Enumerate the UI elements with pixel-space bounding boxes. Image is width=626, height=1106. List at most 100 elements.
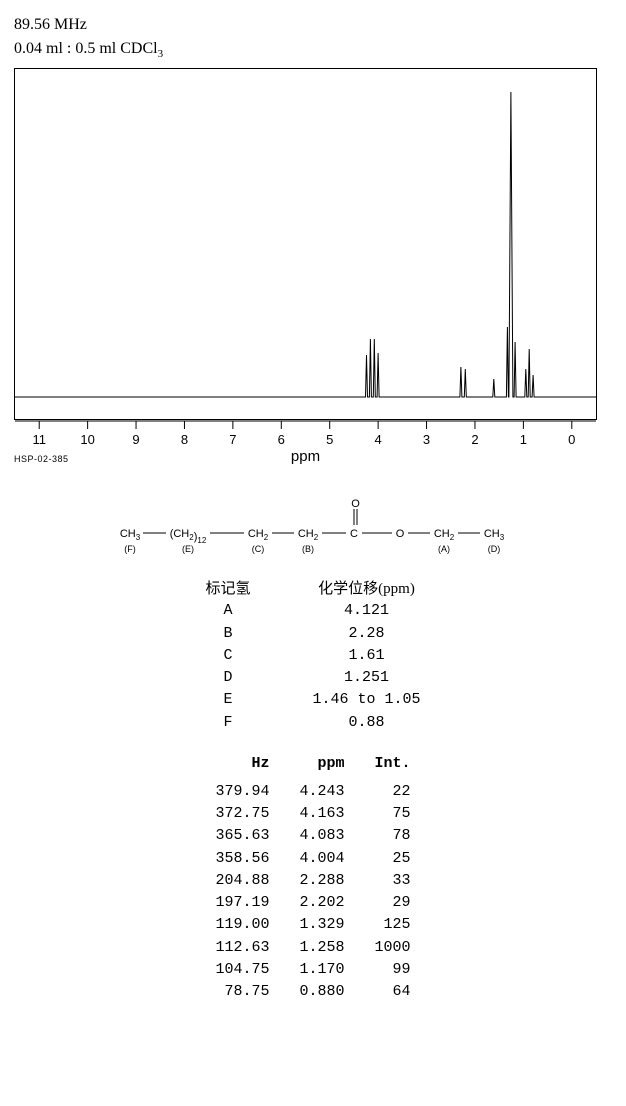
assignment-row: F0.88 (175, 713, 450, 733)
peaks-cell: 104.75 (201, 960, 283, 980)
svg-text:3: 3 (423, 432, 430, 447)
svg-text:(F): (F) (124, 544, 136, 554)
peaks-cell: 379.94 (201, 782, 283, 802)
peaks-cell: 204.88 (201, 871, 283, 891)
peaks-cell: 2.202 (285, 893, 358, 913)
svg-text:5: 5 (326, 432, 333, 447)
svg-text:0: 0 (568, 432, 575, 447)
x-axis-svg: 11109876543210 (14, 420, 597, 454)
peaks-col-header: ppm (285, 755, 358, 780)
svg-text:6: 6 (278, 432, 285, 447)
peaks-cell: 22 (361, 782, 425, 802)
svg-text:(B): (B) (302, 544, 314, 554)
svg-text:(A): (A) (438, 544, 450, 554)
spectrum-svg (15, 69, 596, 419)
peaks-row: 104.751.17099 (201, 960, 424, 980)
assignment-cell: B (175, 624, 280, 644)
peaks-col-header: Hz (201, 755, 283, 780)
peaks-col-header: Int. (361, 755, 425, 780)
assignment-cell: 0.88 (282, 713, 450, 733)
assignment-row: C1.61 (175, 646, 450, 666)
solvent-line: 0.04 ml : 0.5 ml CDCl3 (14, 40, 612, 60)
assignment-cell: 1.46 to 1.05 (282, 690, 450, 710)
peaks-cell: 2.288 (285, 871, 358, 891)
peaks-row: 78.750.88064 (201, 982, 424, 1002)
peaks-row: 112.631.2581000 (201, 938, 424, 958)
assignment-cell: 1.251 (282, 668, 450, 688)
assignment-cell: E (175, 690, 280, 710)
x-axis: 11109876543210 (14, 420, 597, 454)
peaks-row: 365.634.08378 (201, 826, 424, 846)
svg-text:CH3: CH3 (484, 528, 505, 542)
assignment-cell: D (175, 668, 280, 688)
assignment-table: 标记氢 化学位移(ppm) A4.121 B2.28C1.61D1.251E1.4… (173, 577, 452, 735)
peaks-cell: 78 (361, 826, 425, 846)
peaks-cell: 4.243 (285, 782, 358, 802)
svg-text:(D): (D) (488, 544, 501, 554)
assignment-col2-header: 化学位移(ppm) (282, 579, 450, 599)
molecular-structure: CH3 (F) (CH2)12(E) CH2 (C) CH2 (B) C O CH2 (A) CH3 (… (103, 495, 523, 565)
peaks-cell: 119.00 (201, 915, 283, 935)
assignment-cell: F (175, 713, 280, 733)
peaks-cell: 197.19 (201, 893, 283, 913)
peaks-cell: 112.63 (201, 938, 283, 958)
assignment-cell: 4.121 (282, 601, 450, 621)
peaks-cell: 1.258 (285, 938, 358, 958)
solvent-subscript: 3 (158, 48, 164, 60)
svg-text:CH3: CH3 (120, 528, 141, 542)
peaks-cell: 78.75 (201, 982, 283, 1002)
svg-text:C: C (350, 528, 358, 540)
peaks-cell: 4.163 (285, 804, 358, 824)
assignment-row: E1.46 to 1.05 (175, 690, 450, 710)
svg-text:2: 2 (471, 432, 478, 447)
nmr-spectrum-chart (14, 68, 597, 420)
peaks-cell: 1.329 (285, 915, 358, 935)
peaks-cell: 4.004 (285, 849, 358, 869)
peaks-cell: 75 (361, 804, 425, 824)
peaks-row: 204.882.28833 (201, 871, 424, 891)
svg-text:10: 10 (80, 432, 94, 447)
peaks-row: 119.001.329125 (201, 915, 424, 935)
assignment-col1-header: 标记氢 (175, 579, 280, 599)
sample-id: HSP-02-385 (14, 454, 69, 464)
svg-text:(E): (E) (182, 544, 194, 554)
assignment-cell: 1.61 (282, 646, 450, 666)
peaks-cell: 358.56 (201, 849, 283, 869)
svg-text:8: 8 (181, 432, 188, 447)
svg-text:CH2: CH2 (248, 528, 269, 542)
peaks-cell: 0.880 (285, 982, 358, 1002)
structure-svg: CH3 (F) (CH2)12(E) CH2 (C) CH2 (B) C O CH2 (A) CH3 (… (118, 495, 508, 565)
peaks-row: 379.944.24322 (201, 782, 424, 802)
peaks-cell: 99 (361, 960, 425, 980)
spectrum-frequency: 89.56 MHz (14, 16, 612, 34)
svg-text:O: O (396, 528, 405, 540)
assignment-row: B2.28 (175, 624, 450, 644)
peaks-row: 372.754.16375 (201, 804, 424, 824)
svg-text:CH2: CH2 (298, 528, 319, 542)
peaks-cell: 25 (361, 849, 425, 869)
svg-text:9: 9 (132, 432, 139, 447)
peaks-cell: 29 (361, 893, 425, 913)
assignment-row: A4.121 (175, 601, 450, 621)
svg-text:O: O (351, 498, 360, 510)
svg-text:CH2: CH2 (434, 528, 455, 542)
assignment-row: D1.251 (175, 668, 450, 688)
peaks-cell: 64 (361, 982, 425, 1002)
assignment-cell: 2.28 (282, 624, 450, 644)
svg-text:7: 7 (229, 432, 236, 447)
peaks-cell: 365.63 (201, 826, 283, 846)
svg-text:(C): (C) (252, 544, 265, 554)
peaks-cell: 33 (361, 871, 425, 891)
peaks-cell: 125 (361, 915, 425, 935)
svg-text:1: 1 (520, 432, 527, 447)
peaks-cell: 1000 (361, 938, 425, 958)
assignment-cell: C (175, 646, 280, 666)
peaks-cell: 4.083 (285, 826, 358, 846)
solvent-text: 0.04 ml : 0.5 ml CDCl (14, 40, 158, 57)
svg-text:4: 4 (375, 432, 382, 447)
peaks-cell: 372.75 (201, 804, 283, 824)
peaks-cell: 1.170 (285, 960, 358, 980)
svg-text:(CH2)12: (CH2)12 (170, 528, 207, 545)
peaks-row: 358.564.00425 (201, 849, 424, 869)
peaks-table: HzppmInt. 379.944.24322372.754.16375365.… (199, 753, 426, 1005)
